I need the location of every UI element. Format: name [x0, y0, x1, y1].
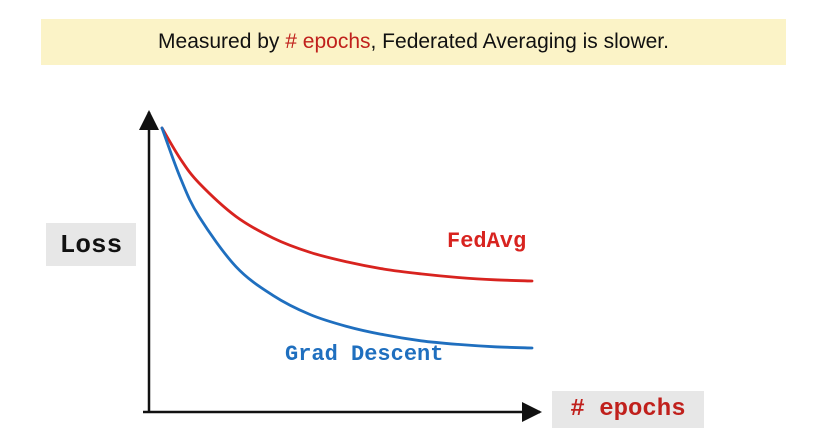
series-line-grad-descent — [160, 126, 534, 350]
series-label-grad-descent: Grad Descent — [285, 342, 443, 367]
series-layer — [160, 126, 534, 350]
series-label-fedavg: FedAvg — [447, 229, 526, 254]
series-line-fedavg — [160, 126, 534, 283]
banner-prefix: Measured by — [158, 30, 280, 53]
y-axis-label: Loss — [46, 223, 136, 266]
x-axis-label: # epochs — [552, 391, 704, 428]
banner-suffix: , Federated Averaging is slower. — [370, 30, 669, 53]
slide-banner: Measured by # epochs, Federated Averagin… — [41, 19, 786, 65]
banner-highlight: # epochs — [285, 30, 371, 53]
